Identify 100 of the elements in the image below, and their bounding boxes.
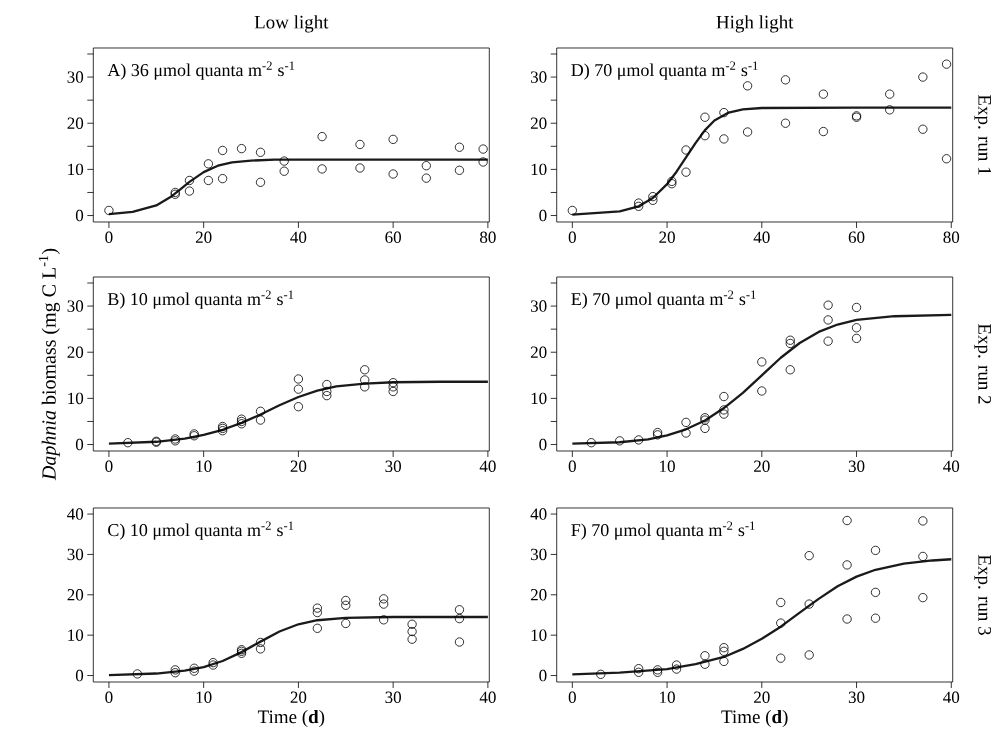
- line-series: [571, 106, 953, 216]
- point: [255, 406, 266, 416]
- x-tick-label: 60: [385, 231, 401, 244]
- point: [218, 174, 228, 184]
- point: [379, 599, 389, 609]
- point: [454, 605, 465, 615]
- point: [757, 386, 767, 396]
- point: [719, 405, 729, 415]
- point: [757, 357, 767, 367]
- annotation: C) 10 μmol quanta m$^{-2}$ s$^{-1}$: [108, 521, 294, 540]
- point: [586, 438, 596, 448]
- y-tick-label: 20: [530, 346, 547, 358]
- point: [388, 382, 398, 392]
- point: [218, 145, 228, 156]
- point: [823, 315, 833, 325]
- point: [776, 597, 786, 608]
- y2-axis-title: Exp. run 1: [974, 94, 991, 175]
- point: [804, 650, 814, 660]
- point: [255, 147, 266, 157]
- y-tick-label: 20: [67, 346, 84, 358]
- y-tick-label: 0: [539, 438, 547, 451]
- point: [293, 402, 304, 412]
- x-tick-label: 40: [290, 231, 307, 244]
- x-axis-title: Time (d): [257, 709, 325, 728]
- annotation: F) 70 μmol quanta m$^{-2}$ s$^{-1}$: [571, 521, 755, 540]
- point: [132, 669, 142, 679]
- y-tick-label: 30: [67, 71, 84, 83]
- x-tick-label: 40: [943, 460, 960, 473]
- point: [776, 653, 786, 663]
- x-tick-label: 10: [660, 460, 675, 473]
- point: [700, 659, 710, 669]
- x-tick-label: 10: [196, 460, 212, 473]
- y-tick-label: 0: [539, 209, 547, 222]
- point: [360, 382, 370, 392]
- x-tick-label: 80: [943, 231, 960, 244]
- x-tick-label: 10: [196, 691, 212, 704]
- y-tick-label: 10: [531, 629, 547, 641]
- point: [776, 618, 786, 628]
- point: [719, 409, 729, 419]
- x-tick-label: 30: [385, 460, 401, 473]
- point: [322, 386, 332, 397]
- y-tick-label: 20: [530, 117, 547, 129]
- point: [719, 656, 729, 667]
- x-tick-label: 20: [290, 460, 307, 473]
- x-tick-label: 0: [568, 691, 576, 704]
- x-tick-label: 0: [105, 691, 113, 704]
- y-tick-label: 40: [530, 508, 547, 520]
- point: [681, 417, 691, 427]
- point: [322, 379, 332, 390]
- x-tick-label: 0: [568, 231, 576, 244]
- point: [700, 112, 710, 122]
- x-tick-label: 60: [848, 231, 865, 244]
- point: [870, 613, 881, 623]
- point: [255, 637, 266, 648]
- point: [293, 384, 304, 394]
- point: [407, 626, 417, 637]
- y-tick-label: 30: [530, 71, 547, 83]
- y-tick-label: 10: [68, 163, 84, 176]
- point: [567, 205, 577, 216]
- x-tick-label: 20: [659, 231, 675, 244]
- point: [804, 551, 814, 561]
- point: [184, 186, 195, 196]
- point: [842, 515, 852, 526]
- point: [842, 560, 852, 570]
- x-tick-label: 20: [195, 231, 212, 244]
- point: [918, 516, 928, 526]
- y-tick-label: 0: [75, 438, 84, 451]
- point: [671, 664, 682, 674]
- annotation: E) 70 μmol quanta m$^{-2}$ s$^{-1}$: [571, 290, 756, 309]
- point: [596, 669, 606, 679]
- x-tick-label: 40: [479, 691, 496, 704]
- point: [123, 438, 133, 448]
- y-tick-label: 30: [530, 548, 547, 561]
- point: [379, 594, 389, 604]
- y-tick-label: 20: [530, 589, 547, 601]
- x-tick-label: 40: [753, 231, 770, 244]
- point: [421, 161, 431, 171]
- y-tick-label: 10: [531, 163, 547, 176]
- point: [279, 166, 289, 176]
- y-tick-label: 10: [531, 392, 547, 405]
- point: [851, 323, 862, 333]
- point: [918, 72, 928, 82]
- y-tick-label: 0: [75, 209, 84, 222]
- point: [719, 134, 729, 144]
- point: [454, 614, 465, 624]
- y2-axis-title: Exp. run 3: [974, 554, 992, 635]
- point: [236, 144, 247, 154]
- point: [700, 131, 710, 141]
- point: [355, 163, 365, 173]
- point: [918, 593, 928, 603]
- point: [388, 386, 398, 397]
- x-tick-label: 40: [479, 460, 496, 473]
- point: [454, 637, 465, 647]
- point: [918, 124, 928, 134]
- point: [360, 365, 370, 375]
- y-tick-label: 10: [68, 629, 84, 641]
- point: [780, 118, 791, 128]
- chart-title: Low light: [254, 15, 329, 33]
- point: [255, 415, 266, 425]
- point: [341, 618, 351, 629]
